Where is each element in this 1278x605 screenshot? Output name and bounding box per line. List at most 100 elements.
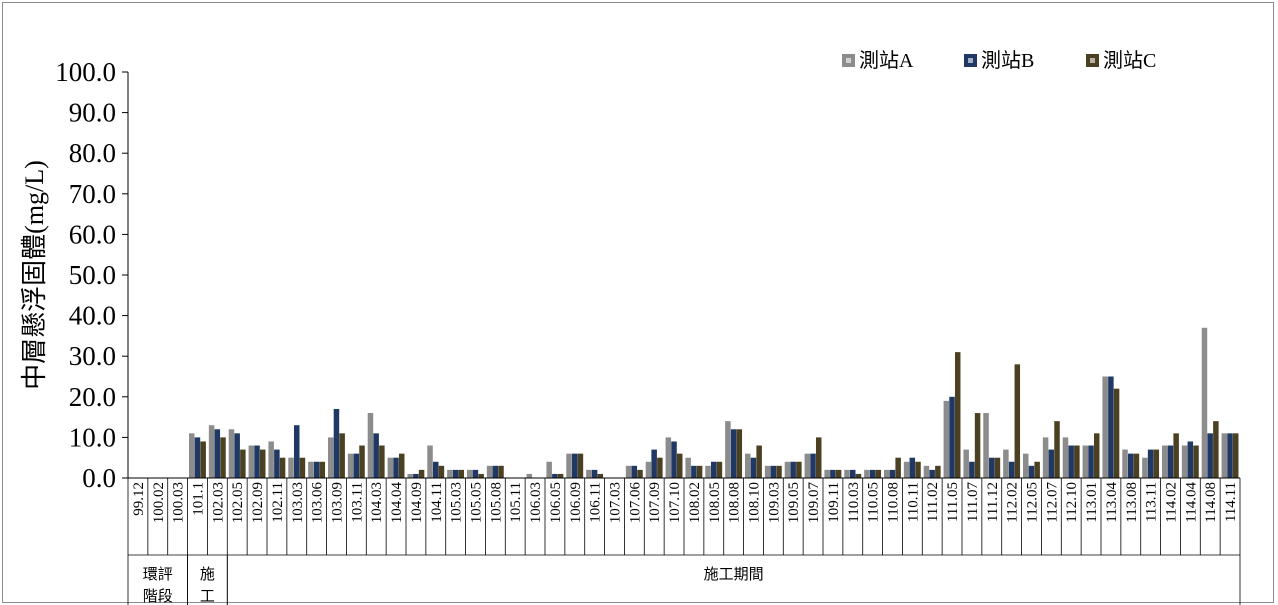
bar	[398, 453, 405, 478]
bar	[566, 453, 572, 478]
x-tick-label: 107.10	[667, 482, 683, 523]
x-tick-label: 101.1	[191, 482, 207, 516]
bar	[486, 465, 493, 478]
y-tick-label: 0.0	[82, 463, 116, 493]
y-tick-label: 80.0	[69, 138, 116, 168]
bar	[983, 413, 989, 478]
x-tick-label: 112.05	[1025, 482, 1041, 523]
x-tick-label: 104.11	[429, 482, 445, 523]
bar	[1162, 445, 1168, 478]
y-tick-label: 70.0	[69, 179, 116, 209]
y-tick-label: 20.0	[69, 382, 116, 412]
bar	[393, 457, 399, 478]
bar	[804, 453, 811, 478]
x-tick-label: 105.03	[449, 482, 465, 523]
bar	[691, 465, 697, 478]
bar	[234, 433, 240, 478]
bar	[189, 433, 195, 478]
bar	[730, 429, 737, 478]
bar	[478, 473, 484, 478]
bar	[1133, 453, 1140, 478]
bar	[1173, 433, 1179, 478]
legend: 測站A 測站B 測站C	[842, 49, 1156, 72]
bar	[849, 469, 856, 478]
x-tick-label: 108.10	[747, 482, 763, 523]
y-tick-label: 10.0	[69, 422, 116, 452]
y-axis-title: 中層懸浮固體(mg/L)	[20, 160, 49, 390]
x-tick-label: 112.10	[1064, 482, 1080, 523]
bar	[844, 469, 850, 478]
bar	[418, 469, 425, 478]
bar	[994, 457, 1001, 478]
x-tick-label: 103.09	[330, 482, 346, 523]
legend-label: 測站A	[859, 49, 914, 72]
x-tick-label: 99.12	[131, 482, 147, 516]
bar	[651, 449, 657, 478]
bar	[1088, 445, 1094, 478]
bar	[725, 421, 731, 478]
bar	[333, 408, 340, 478]
x-tick-label: 113.08	[1124, 482, 1140, 523]
bar	[637, 469, 643, 478]
bar	[1122, 449, 1128, 478]
bar	[631, 465, 638, 478]
bar	[676, 453, 683, 478]
x-tick-label: 104.09	[409, 482, 425, 523]
x-tick-label: 102.11	[270, 482, 286, 523]
y-tick-label: 30.0	[69, 341, 116, 371]
bar	[577, 453, 584, 478]
y-axis-label: 中層懸浮固體(mg/L)	[20, 160, 49, 390]
y-tick-label: 100.0	[55, 57, 116, 87]
bar	[790, 461, 796, 478]
bar	[1068, 445, 1074, 478]
bar	[319, 461, 326, 478]
x-tick-label: 103.03	[290, 482, 306, 523]
x-tick-label: 111.05	[945, 482, 961, 522]
bar	[745, 453, 751, 478]
bar	[552, 473, 558, 478]
bar	[1142, 457, 1148, 478]
x-tick-label: 114.11	[1223, 482, 1239, 522]
bar	[220, 437, 226, 478]
legend-label: 測站C	[1103, 49, 1156, 72]
bar	[467, 469, 473, 478]
bar	[1187, 441, 1194, 478]
bar	[208, 425, 215, 478]
bar	[1232, 433, 1239, 478]
y-tick-label: 60.0	[69, 219, 116, 249]
bar	[969, 461, 975, 478]
bar	[452, 469, 459, 478]
x-tick-label: 114.04	[1183, 482, 1199, 523]
bar	[915, 461, 921, 478]
bar	[671, 441, 677, 478]
bar	[1221, 433, 1228, 478]
bar	[1042, 437, 1049, 478]
bar	[373, 433, 379, 478]
x-tick-label: 102.05	[230, 482, 246, 523]
bar	[1093, 433, 1100, 478]
x-tick-label: 106.09	[568, 482, 584, 523]
bar	[347, 453, 354, 478]
bar	[228, 429, 235, 478]
bar	[665, 437, 672, 478]
bar	[923, 465, 930, 478]
legend-label: 測站B	[981, 49, 1034, 72]
bar	[248, 445, 255, 478]
x-tick-label: 114.02	[1164, 482, 1180, 523]
x-tick-label: 112.02	[1005, 482, 1021, 523]
x-axis-categories: 99.12 100.02 100.03 101.1 102.03 102.05 102.09…	[127, 478, 1241, 555]
bar	[929, 469, 935, 478]
x-tick-label: 105.11	[508, 482, 524, 523]
bar	[903, 461, 910, 478]
bar	[716, 461, 723, 478]
bar	[259, 449, 266, 478]
x-tick-label: 102.09	[250, 482, 266, 523]
x-tick-label: 106.05	[548, 482, 564, 523]
x-tick-label: 112.07	[1044, 482, 1060, 523]
bar	[254, 445, 260, 478]
bar	[427, 445, 433, 478]
bar	[546, 461, 552, 478]
bar	[685, 457, 691, 478]
